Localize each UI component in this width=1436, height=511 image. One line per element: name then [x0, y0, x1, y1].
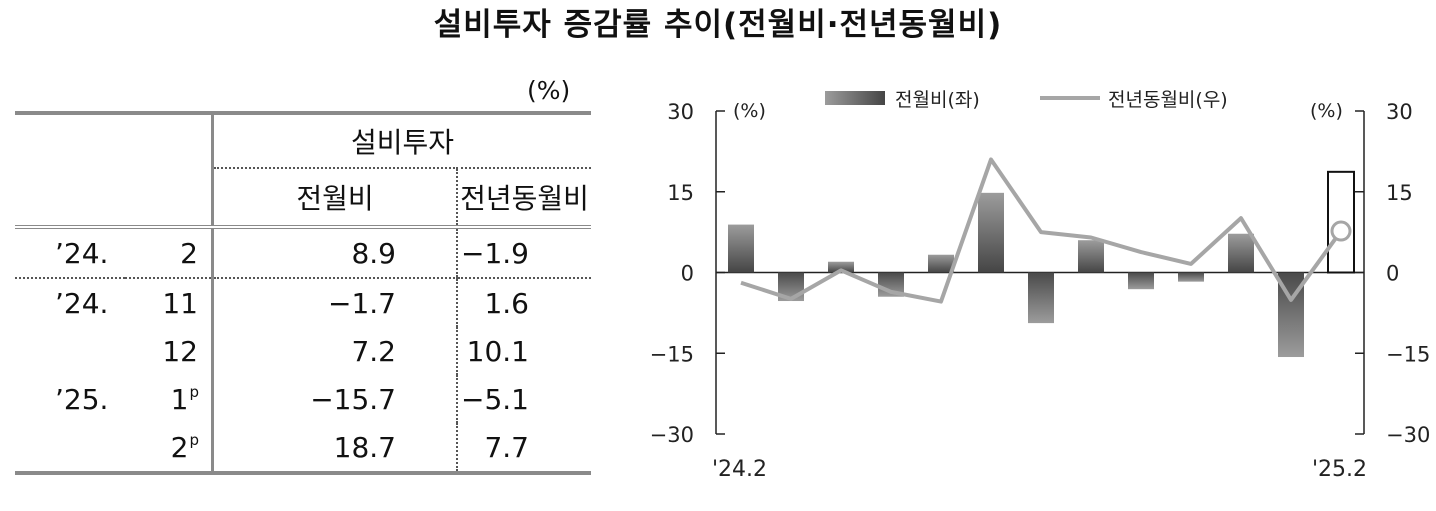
legend-bar-label: 전월비(좌)	[895, 89, 980, 111]
row-yoy-value: 1.6	[456, 278, 591, 327]
page-title: 설비투자 증감률 추이(전월비·전년동월비)	[433, 7, 1003, 43]
row-year: ’24.	[55, 286, 109, 320]
table-row: 12 7.2 10.1	[15, 327, 591, 375]
right-tick-label: −15	[1386, 342, 1430, 366]
bar	[728, 224, 754, 273]
table-corner-cell	[15, 111, 213, 229]
bar	[1228, 233, 1254, 273]
left-tick-label: 15	[667, 181, 694, 205]
row-mom-value: 8.9	[211, 227, 457, 279]
yoy-last-point-marker	[1330, 220, 1352, 242]
table-row: ’25. 1p −15.7 −5.1	[15, 375, 591, 423]
row-yoy-value: −1.9	[456, 227, 591, 279]
bar	[928, 254, 954, 273]
table-unit-label: (%)	[527, 76, 571, 105]
bar	[1028, 272, 1054, 324]
line-series	[740, 157, 1352, 304]
yoy-line	[740, 157, 1343, 304]
right-tick-label: 15	[1386, 181, 1413, 205]
bar	[828, 261, 854, 273]
row-mom-value: 7.2	[211, 327, 457, 375]
table-group-header: 설비투자	[211, 111, 591, 169]
table-row: ’24. 11 −1.7 1.6	[15, 278, 591, 327]
row-mom-value: 18.7	[211, 423, 457, 475]
chart-axes: 30 15 0 −15 −30 30 15 0 −15 −30 (%) (%) '24.2 '25.2	[650, 100, 1431, 482]
row-yoy-value: 7.7	[456, 423, 591, 475]
legend-bar-swatch	[825, 91, 885, 105]
data-table: 설비투자 전월비 전년동월비 ’24. 2 8.9 −1.9 ’24. 11 −…	[15, 111, 591, 475]
row-month: 2	[125, 227, 213, 279]
right-tick-label: 0	[1386, 262, 1399, 286]
right-tick-label: −30	[1386, 423, 1430, 447]
row-mom-value: −1.7	[211, 278, 457, 327]
table-row: ’24. 2 8.9 −1.9	[15, 227, 591, 279]
row-year: ’24.	[15, 227, 125, 279]
chart-legend: 전월비(좌) 전년동월비(우)	[825, 89, 1228, 111]
x-tick-label-first: '24.2	[712, 457, 767, 482]
bar	[978, 192, 1004, 273]
bar	[1178, 272, 1204, 282]
row-yoy-value: 10.1	[456, 327, 591, 375]
bar	[1128, 272, 1154, 290]
table-column-header-row: 전월비 전년동월비	[15, 168, 591, 229]
row-mom-value: −15.7	[211, 375, 457, 423]
right-axis-unit-label: (%)	[1310, 100, 1343, 122]
x-tick-label-last: '25.2	[1312, 457, 1367, 482]
left-tick-label: 30	[667, 100, 694, 124]
bar	[1078, 240, 1104, 273]
row-month: 11	[162, 286, 198, 320]
bar-series	[728, 170, 1355, 358]
column-header-yoy: 전년동월비	[456, 168, 591, 229]
left-tick-label: 0	[681, 262, 694, 286]
left-tick-label: −30	[650, 423, 694, 447]
left-tick-label: −15	[650, 342, 694, 366]
row-yoy-value: −5.1	[456, 375, 591, 423]
row-year: ’25.	[55, 382, 109, 416]
table-row: 2p 18.7 7.7	[15, 423, 591, 475]
right-tick-label: 30	[1386, 100, 1413, 124]
row-year	[15, 423, 125, 475]
row-month: 12	[162, 334, 198, 368]
column-header-mom: 전월비	[211, 168, 457, 229]
row-month: 1p	[170, 382, 199, 416]
legend-line-label: 전년동월비(우)	[1108, 89, 1228, 111]
left-axis-unit-label: (%)	[733, 100, 766, 122]
table-group-header-row: 설비투자	[15, 111, 591, 229]
row-month: 2p	[125, 423, 213, 475]
